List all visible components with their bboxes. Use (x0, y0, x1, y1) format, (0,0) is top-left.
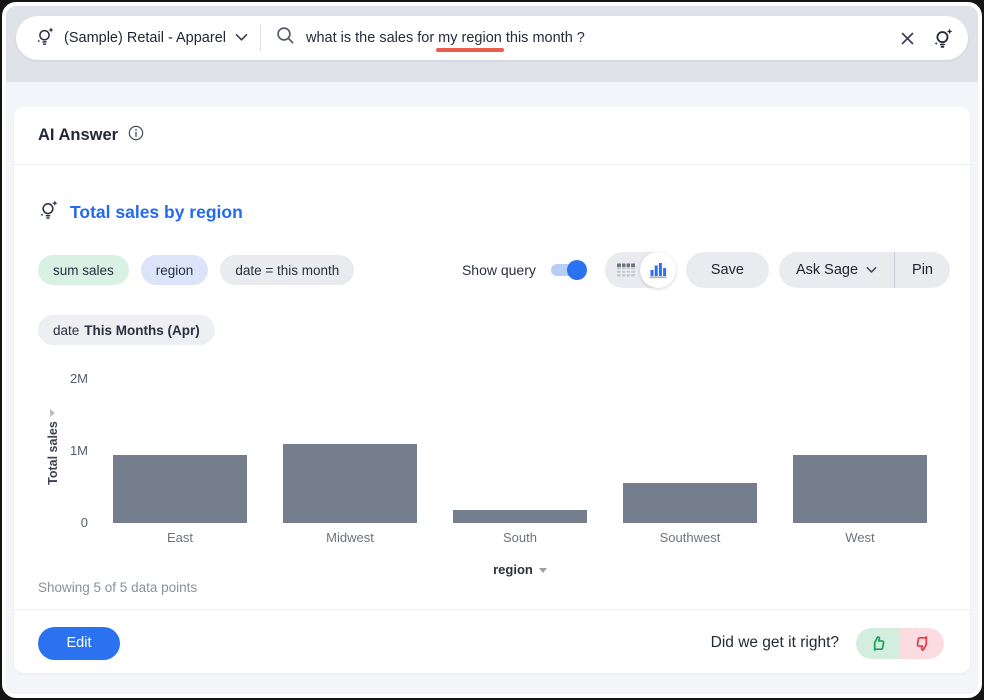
pin-button[interactable]: Pin (912, 262, 933, 278)
table-view-button[interactable] (612, 261, 640, 279)
thumbs-up-button[interactable] (856, 627, 900, 659)
bar-east[interactable] (113, 454, 247, 523)
category-label: East (166, 530, 193, 545)
controls-row: sum sales region date = this month Show qu… (38, 252, 950, 288)
clear-search-button[interactable] (892, 23, 922, 53)
y-tick-label: 1M (69, 443, 88, 458)
query-text: what is the sales for my region this mon… (306, 30, 585, 46)
ask-sage-icon-button[interactable] (928, 23, 958, 53)
feedback-question: Did we get it right? (710, 634, 839, 651)
answer-title-row: Total sales by region (38, 199, 243, 225)
bar-west[interactable] (793, 454, 927, 523)
y-axis-label: Total sales (46, 421, 60, 485)
sage-icon (35, 26, 55, 51)
card-header: AI Answer (14, 107, 970, 165)
bar-plot (95, 361, 945, 523)
sort-triangle-icon (538, 568, 547, 574)
sage-icon (38, 199, 59, 225)
bar-midwest[interactable] (283, 443, 417, 523)
info-icon[interactable] (127, 124, 145, 147)
token-measure[interactable]: sum sales (38, 255, 129, 285)
bar-column (95, 361, 265, 523)
bar-south[interactable] (453, 510, 587, 523)
category-label: South (503, 530, 537, 545)
query-highlighted-term: my region (438, 30, 502, 46)
bar-southwest[interactable] (623, 483, 757, 523)
bar-chart: 0 1M 2M Total sales East Midwest South Southw… (14, 361, 970, 579)
show-query-toggle[interactable] (549, 260, 587, 280)
y-axis-sort-arrow-icon (50, 409, 55, 417)
bar-column (775, 361, 945, 523)
category-row: East Midwest South Southwest West (95, 530, 945, 545)
answer-title: Total sales by region (70, 201, 243, 222)
date-filter-chip[interactable]: date This Months (Apr) (38, 315, 215, 345)
search-icon (276, 26, 295, 50)
x-axis-label-selector[interactable]: region (95, 562, 945, 577)
top-bar: (Sample) Retail - Apparel what is the sa… (6, 6, 978, 82)
ask-sage-button[interactable]: Ask Sage (779, 252, 894, 288)
thumbs-down-button[interactable] (900, 627, 944, 659)
footer-divider (14, 609, 970, 610)
bar-column (435, 361, 605, 523)
search-input[interactable]: what is the sales for my region this mon… (261, 26, 892, 50)
category-label: Southwest (659, 530, 721, 545)
data-source-selector[interactable]: (Sample) Retail - Apparel (16, 16, 260, 60)
chart-view-button[interactable] (639, 252, 676, 288)
thumbs-down-icon (916, 635, 927, 651)
show-query-label: Show query (461, 262, 536, 278)
token-attribute[interactable]: region (140, 255, 209, 285)
y-tick-label: 0 (80, 515, 88, 530)
ai-answer-card: AI Answer Total sales by region (14, 107, 970, 673)
save-button[interactable]: Save (685, 252, 769, 288)
card-title: AI Answer (38, 126, 119, 144)
toggle-knob (566, 260, 587, 280)
token-row: sum sales region date = this month (38, 255, 366, 285)
button-divider (894, 252, 896, 288)
card-footer: Edit Did we get it right? (38, 621, 944, 665)
token-filter[interactable]: date = this month (220, 255, 355, 285)
data-points-status: Showing 5 of 5 data points (38, 580, 198, 595)
bar-column (605, 361, 775, 523)
chevron-down-icon (235, 29, 248, 47)
bar-column (265, 361, 435, 523)
answer-actions: Show query (462, 252, 950, 288)
thumbs-up-icon (873, 635, 884, 651)
chevron-down-icon (866, 266, 877, 273)
view-toggle (604, 252, 676, 288)
feedback-group: Did we get it right? (710, 627, 944, 659)
feedback-buttons (856, 627, 944, 659)
category-label: West (845, 530, 875, 545)
search-divider (260, 25, 261, 51)
data-source-label: (Sample) Retail - Apparel (64, 30, 226, 46)
edit-button[interactable]: Edit (38, 626, 120, 660)
y-tick-label: 2M (69, 371, 88, 386)
ask-sage-pin-group: Ask Sage Pin (778, 252, 950, 288)
category-label: Midwest (326, 530, 374, 545)
search-bar-actions (892, 23, 968, 53)
search-bar: (Sample) Retail - Apparel what is the sa… (16, 16, 968, 60)
